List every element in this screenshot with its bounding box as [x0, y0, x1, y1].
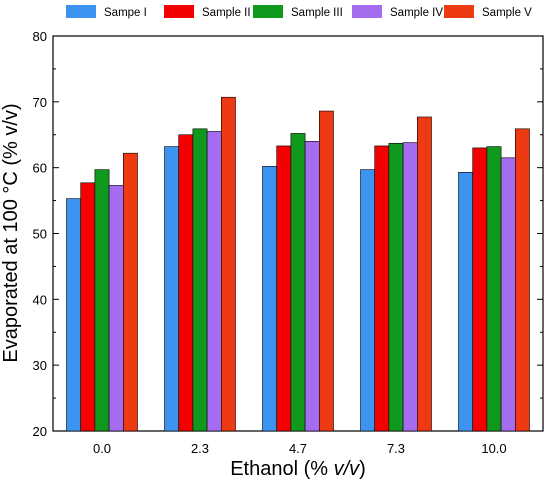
bar-sample-ii-2.3	[178, 134, 194, 432]
legend-swatch	[66, 5, 96, 18]
bar-sampe-i-10.0	[458, 171, 473, 432]
legend-label: Sample II	[202, 7, 251, 19]
bar-sample-ii-10.0	[472, 147, 488, 432]
legend-swatch	[444, 5, 474, 18]
y-tick-label: 80	[33, 29, 47, 44]
legend: Sampe I Sample II Sample III Sample IV Sampl…	[66, 5, 532, 19]
bar-sample-iv-7.3	[402, 142, 418, 432]
bar-sample-v-7.3	[416, 116, 432, 432]
bar-sample-iii-10.0	[486, 146, 502, 432]
bar-sample-iv-10.0	[500, 157, 516, 432]
bar-sample-v-10.0	[514, 128, 530, 432]
legend-label: Sampe I	[104, 7, 147, 19]
legend-label: Sample III	[291, 7, 343, 19]
bar-sample-v-0.0	[123, 152, 138, 432]
legend-swatch	[164, 5, 194, 18]
y-tick-label: 40	[33, 292, 47, 307]
bar-sample-iii-7.3	[388, 143, 404, 432]
bar-sample-iii-2.3	[192, 128, 208, 432]
x-axis-title: Ethanol (% v/v)	[230, 458, 366, 480]
bar-sample-iv-0.0	[108, 185, 124, 432]
bars-group	[66, 96, 530, 432]
y-tick-label: 30	[33, 358, 47, 373]
x-tick-label: 0.0	[93, 441, 111, 456]
y-axis-title: Evaporated at 100 °C (% v/v)	[0, 103, 22, 362]
x-axis-title-italic: v/v	[334, 458, 361, 480]
legend-swatch	[253, 5, 283, 18]
y-tick-label: 20	[33, 424, 47, 439]
y-axis: 20 30 40 50 60 70 80	[33, 29, 543, 439]
x-tick-label: 4.7	[289, 441, 307, 456]
x-axis-title-end: )	[359, 458, 366, 480]
x-axis-title-main: Ethanol (%	[230, 458, 333, 480]
bar-sample-ii-0.0	[80, 182, 96, 432]
bar-sample-ii-4.7	[276, 145, 292, 432]
bar-sample-iv-2.3	[206, 131, 222, 432]
bar-sample-iii-0.0	[94, 169, 110, 432]
legend-swatch	[352, 5, 382, 18]
y-tick-label: 60	[33, 161, 47, 176]
legend-label: Sample V	[482, 7, 532, 19]
x-tick-label: 7.3	[387, 441, 405, 456]
bar-sample-iv-4.7	[304, 141, 320, 432]
x-axis: 0.0 2.3 4.7 7.3 10.0	[93, 441, 507, 456]
bar-sampe-i-0.0	[66, 198, 81, 432]
bar-sample-v-2.3	[221, 96, 236, 432]
bar-sample-v-4.7	[318, 110, 334, 432]
y-tick-label: 70	[33, 95, 47, 110]
y-tick-label: 50	[33, 227, 47, 242]
bar-sampe-i-4.7	[262, 166, 277, 432]
bar-sampe-i-7.3	[360, 169, 375, 432]
bar-sampe-i-2.3	[164, 146, 179, 432]
x-tick-label: 10.0	[481, 441, 506, 456]
bar-sample-iii-4.7	[290, 133, 306, 432]
bar-sample-ii-7.3	[374, 145, 390, 432]
x-tick-label: 2.3	[191, 441, 209, 456]
legend-label: Sample IV	[390, 7, 443, 19]
